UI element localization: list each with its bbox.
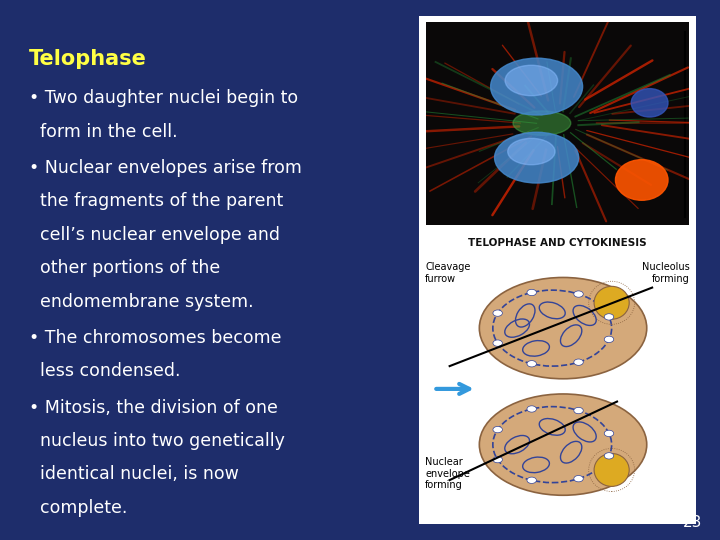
Ellipse shape xyxy=(604,314,613,320)
Ellipse shape xyxy=(480,278,647,379)
Text: • Two daughter nuclei begin to: • Two daughter nuclei begin to xyxy=(29,89,298,107)
Text: complete.: complete. xyxy=(29,499,127,517)
Ellipse shape xyxy=(493,340,503,346)
Text: • Mitosis, the division of one: • Mitosis, the division of one xyxy=(29,399,278,416)
Ellipse shape xyxy=(527,406,536,412)
Ellipse shape xyxy=(508,138,555,165)
Circle shape xyxy=(631,89,668,117)
Ellipse shape xyxy=(574,359,583,366)
Text: Nucleolus
forming: Nucleolus forming xyxy=(642,262,690,284)
Circle shape xyxy=(594,454,629,487)
Ellipse shape xyxy=(604,336,613,342)
Text: identical nuclei, is now: identical nuclei, is now xyxy=(29,465,238,483)
Ellipse shape xyxy=(574,476,583,482)
Ellipse shape xyxy=(513,111,571,136)
Ellipse shape xyxy=(574,407,583,414)
Ellipse shape xyxy=(493,310,503,316)
Text: form in the cell.: form in the cell. xyxy=(29,123,177,140)
Circle shape xyxy=(594,286,629,319)
Text: the fragments of the parent: the fragments of the parent xyxy=(29,192,283,210)
Ellipse shape xyxy=(527,289,536,295)
Text: less condensed.: less condensed. xyxy=(29,362,180,380)
Text: cell’s nuclear envelope and: cell’s nuclear envelope and xyxy=(29,226,280,244)
Text: 23: 23 xyxy=(683,515,702,530)
Ellipse shape xyxy=(527,361,536,367)
Text: Cleavage
furrow: Cleavage furrow xyxy=(426,262,471,284)
Text: Telophase: Telophase xyxy=(29,49,147,69)
Ellipse shape xyxy=(493,427,503,433)
Text: other portions of the: other portions of the xyxy=(29,259,220,277)
Ellipse shape xyxy=(574,291,583,297)
Circle shape xyxy=(616,160,668,200)
Ellipse shape xyxy=(527,477,536,483)
Text: Nuclear
envelope
forming: Nuclear envelope forming xyxy=(426,457,470,490)
Ellipse shape xyxy=(604,430,613,436)
Ellipse shape xyxy=(505,65,557,96)
Bar xyxy=(426,22,689,225)
Bar xyxy=(419,16,696,524)
Ellipse shape xyxy=(604,453,613,459)
Ellipse shape xyxy=(495,132,579,183)
Text: nucleus into two genetically: nucleus into two genetically xyxy=(29,432,284,450)
Ellipse shape xyxy=(493,456,503,463)
Text: endomembrane system.: endomembrane system. xyxy=(29,293,253,310)
Text: • The chromosomes become: • The chromosomes become xyxy=(29,329,282,347)
Text: • Nuclear envelopes arise from: • Nuclear envelopes arise from xyxy=(29,159,302,177)
Ellipse shape xyxy=(490,58,582,115)
Ellipse shape xyxy=(480,394,647,495)
Text: TELOPHASE AND CYTOKINESIS: TELOPHASE AND CYTOKINESIS xyxy=(468,238,647,248)
